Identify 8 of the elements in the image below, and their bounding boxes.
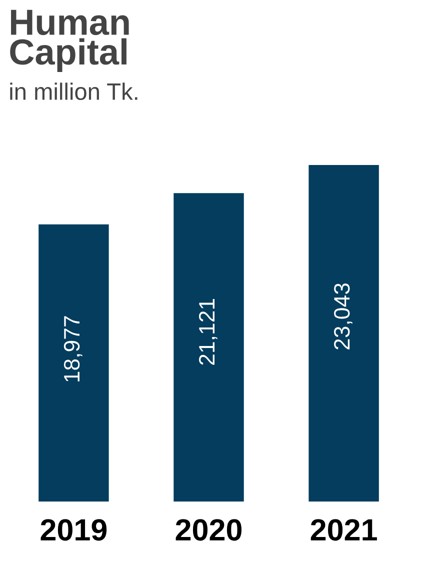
data-label: 21,121 <box>198 299 218 365</box>
x-tick-label: 2019 <box>40 519 107 541</box>
x-tick-label: 2021 <box>310 519 377 541</box>
data-label: 23,043 <box>334 283 352 350</box>
chart-subtitle: in million Tk. <box>10 82 138 100</box>
chart-title: Human Capital <box>10 10 129 72</box>
data-label: 18,977 <box>64 316 82 382</box>
x-tick-label: 2020 <box>176 519 242 541</box>
